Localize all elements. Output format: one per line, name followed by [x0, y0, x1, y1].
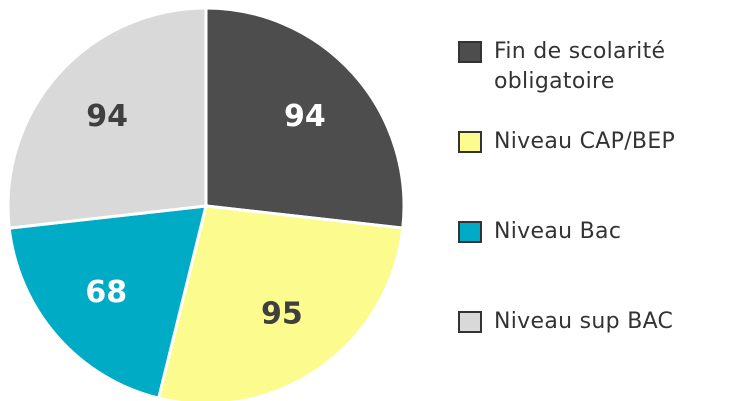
data-label: 95 — [261, 296, 303, 331]
legend-swatch — [458, 131, 482, 153]
data-label: 94 — [284, 99, 326, 134]
pie-slice — [6, 6, 208, 230]
pie: 94 95 68 94 — [6, 6, 406, 401]
legend-item: Niveau Bac — [458, 217, 729, 247]
legend-label: Fin de scolarité obligatoire — [494, 39, 666, 94]
legend-swatch — [458, 221, 482, 243]
legend-item: Fin de scolarité obligatoire — [458, 37, 729, 97]
legend-label: Niveau Bac — [494, 219, 622, 244]
pie-slice — [156, 204, 405, 401]
data-label: 68 — [85, 275, 127, 310]
legend-swatch — [458, 311, 482, 333]
legend-label: Niveau sup BAC — [494, 309, 674, 334]
legend-label: Niveau CAP/BEP — [494, 129, 676, 154]
legend-item: Niveau CAP/BEP — [458, 127, 729, 157]
legend-swatch — [458, 41, 482, 63]
data-label: 94 — [86, 99, 128, 134]
legend-item: Niveau sup BAC — [458, 307, 729, 337]
pie-slice — [204, 6, 406, 230]
pie-slice — [7, 204, 208, 401]
